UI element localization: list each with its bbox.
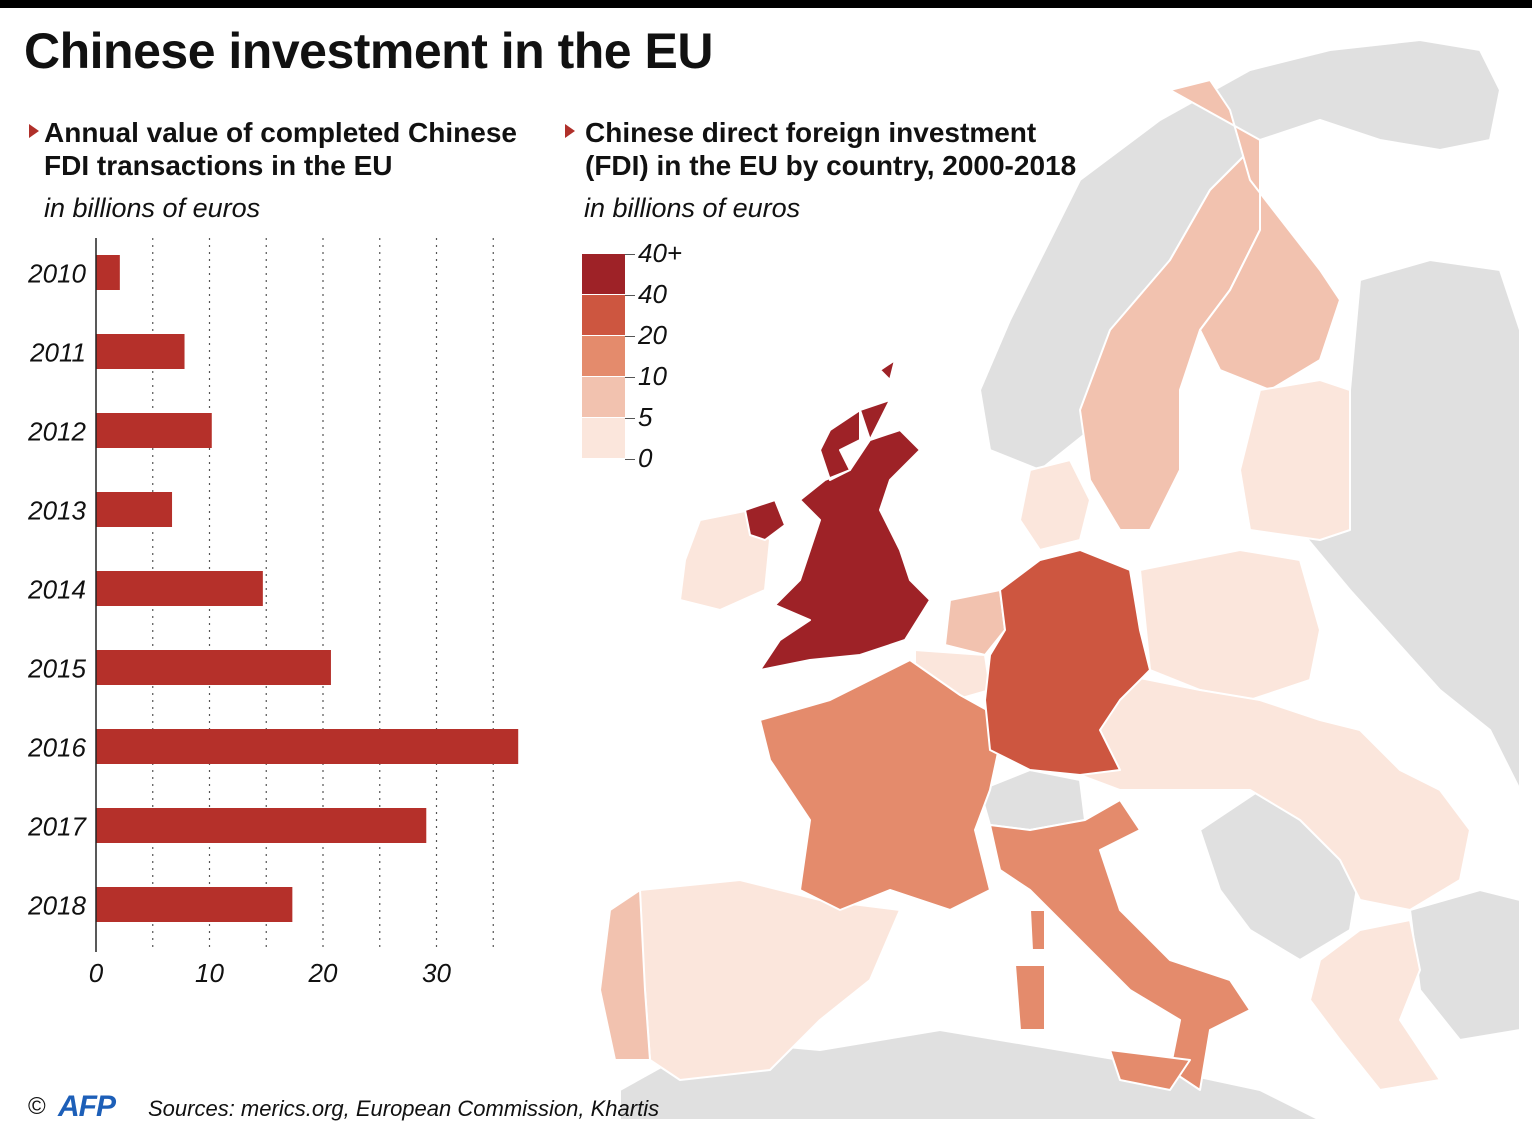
map-region-turkey [1409, 889, 1520, 1041]
legend-tick [625, 254, 635, 255]
map-region-sardinia [1014, 964, 1046, 1031]
map-region-france [759, 659, 1006, 911]
category-label: 2017 [27, 812, 87, 842]
map-region-finland [1169, 79, 1341, 391]
x-tick-label: 0 [89, 958, 104, 988]
top-bar [0, 0, 1532, 8]
left-subtitle: Annual value of completed Chinese FDI tr… [44, 116, 517, 182]
legend-label: 5 [638, 402, 653, 432]
x-tick-label: 30 [422, 958, 451, 988]
category-label: 2011 [29, 338, 86, 368]
map-region-portugal [599, 889, 651, 1061]
map-region-denmark [1019, 459, 1091, 551]
map-region-united-kingdom [759, 359, 931, 671]
legend-swatch [582, 295, 625, 335]
page-title: Chinese investment in the EU [24, 23, 713, 79]
map-region-greece [1309, 919, 1441, 1091]
right-unit: in billions of euros [584, 193, 801, 223]
bullet-triangle-icon [29, 124, 39, 138]
right-subtitle: Chinese direct foreign investment (FDI) … [585, 116, 1076, 182]
category-label: 2018 [27, 891, 86, 921]
map-region-central-eastern [1079, 669, 1471, 911]
right-subtitle-line-2: (FDI) in the EU by country, 2000-2018 [585, 150, 1077, 181]
left-subtitle-line-2: FDI transactions in the EU [44, 150, 393, 181]
map-region-switzerland [979, 769, 1086, 831]
legend-label: 40 [638, 279, 667, 309]
bar [96, 808, 427, 843]
category-label: 2010 [27, 259, 86, 289]
europe-map [599, 39, 1520, 1120]
map-region-corsica [1029, 909, 1046, 951]
category-label: 2013 [27, 496, 86, 526]
x-tick-label: 20 [308, 958, 338, 988]
legend-label: 40+ [638, 238, 683, 268]
legend-label: 10 [638, 361, 667, 391]
afp-logo: AFP [58, 1090, 116, 1123]
legend-tick [625, 336, 635, 337]
bar [96, 729, 519, 764]
legend-label: 0 [638, 443, 653, 473]
bar [96, 571, 263, 606]
right-subtitle-line-1: Chinese direct foreign investment [585, 117, 1037, 148]
copyright-symbol: © [28, 1093, 46, 1120]
map-region-italy [989, 799, 1251, 1091]
bar [96, 887, 293, 922]
bar [96, 255, 120, 290]
legend-swatch [582, 254, 625, 294]
map-region-sicily [1109, 1049, 1191, 1091]
bar [96, 650, 331, 685]
map-region-poland [1139, 549, 1321, 701]
map-region-germany [984, 549, 1151, 776]
annual-fdi-bar-chart: 2010 2011 2012 2013 2014 2015 2016 2017 2018 0 10 2… [27, 238, 519, 988]
bar [96, 334, 185, 369]
legend-swatch [582, 377, 625, 417]
legend-tick [625, 377, 635, 378]
legend-swatch [582, 336, 625, 376]
x-tick-label: 10 [195, 958, 224, 988]
legend-tick [625, 459, 635, 460]
category-label: 2016 [27, 733, 86, 763]
bar [96, 413, 212, 448]
legend-swatch [582, 418, 625, 458]
left-unit: in billions of euros [44, 193, 261, 223]
bar [96, 492, 173, 527]
map-region-netherlands [944, 589, 1006, 656]
bullet-triangle-icon [565, 124, 575, 138]
legend-tick [625, 418, 635, 419]
category-label: 2014 [27, 575, 86, 605]
left-subtitle-line-1: Annual value of completed Chinese [44, 117, 517, 148]
legend-tick [625, 295, 635, 296]
category-label: 2015 [27, 654, 86, 684]
sources-note: Sources: merics.org, European Commission… [148, 1096, 660, 1121]
category-label: 2012 [27, 417, 86, 447]
map-region-northern-ireland [744, 499, 786, 541]
legend-label: 20 [638, 320, 667, 350]
map-region-baltics [1239, 379, 1351, 541]
